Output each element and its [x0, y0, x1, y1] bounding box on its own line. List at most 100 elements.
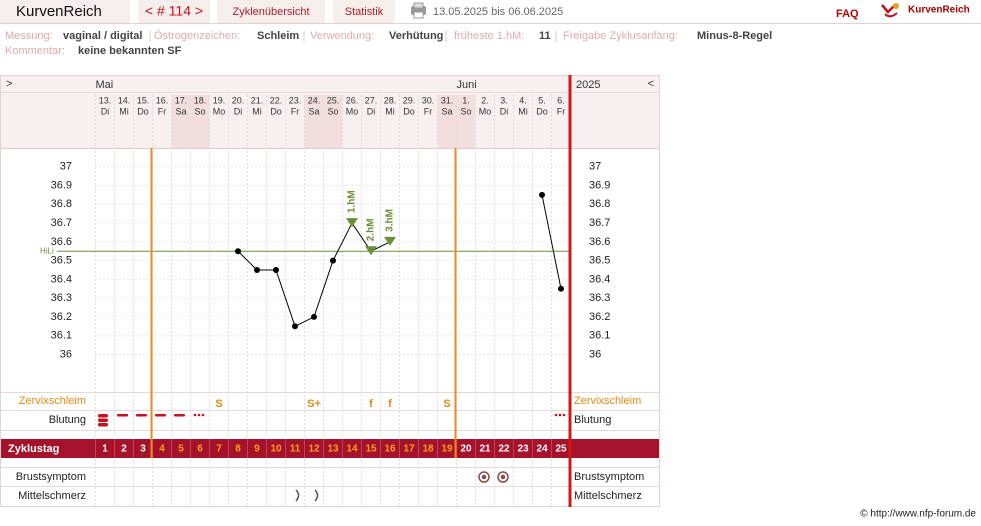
cycle-day: 12 [308, 444, 320, 455]
hm-label: 1.hM [347, 190, 358, 213]
day-label: 6. [557, 95, 565, 105]
cycle-day: 21 [479, 444, 491, 455]
tab-label[interactable]: Statistik [345, 6, 384, 18]
faq-link[interactable]: FAQ [836, 8, 859, 20]
y-tick-label: 36.3 [51, 292, 72, 304]
cycle-day: 3 [140, 444, 146, 455]
cycle-day: 8 [235, 444, 241, 455]
row-label: Brustsymptom [16, 471, 86, 483]
day-label: 28. [384, 95, 397, 105]
temperature-point [558, 285, 564, 292]
hm-label: 3.hM [385, 209, 396, 232]
cycle-day: 25 [555, 444, 567, 455]
day-label: 16. [156, 95, 169, 105]
weekend-shade [171, 95, 191, 148]
tab[interactable] [333, 0, 395, 23]
temperature-point [273, 267, 279, 273]
day-label: 15. [137, 95, 150, 105]
day-label: 24. [308, 95, 321, 105]
bleeding-symbols [98, 413, 566, 427]
breast-symbols [478, 471, 509, 483]
logo-text: KurvenReich [908, 5, 970, 16]
cycle-day: 7 [216, 444, 222, 455]
hm-marker [365, 246, 377, 256]
mucus-code: f [369, 398, 373, 410]
cycle-day: 18 [422, 444, 434, 455]
day-label: 20. [232, 95, 245, 105]
print-icon[interactable] [411, 2, 426, 19]
weekday-label: Di [101, 106, 110, 116]
cycle-nav[interactable]: < # 114 > [145, 3, 203, 19]
weekday-label: Di [500, 106, 509, 116]
y-tick-label: 36.1 [51, 330, 72, 342]
year-label: 2025 [576, 79, 600, 91]
weekend-shade [190, 95, 210, 148]
temperature-point [539, 191, 545, 198]
weekday-label: So [194, 106, 205, 116]
day-label: 23. [289, 95, 302, 105]
weekend-shade [323, 95, 343, 148]
weekday-label: Mi [518, 106, 528, 116]
day-label: 26. [346, 95, 359, 105]
hm-marker [346, 218, 358, 228]
y-tick-label-right: 36.5 [589, 255, 610, 267]
tab[interactable] [217, 0, 325, 23]
cycle-day: 10 [270, 444, 282, 455]
day-label: 31. [441, 95, 454, 105]
cycle-day: 20 [460, 444, 472, 455]
day-label: 27. [365, 95, 378, 105]
day-label: 3. [500, 95, 508, 105]
day-label: 21. [251, 95, 264, 105]
tab-label[interactable]: Zyklenübersicht [232, 6, 309, 18]
row-label-right: Mittelschmerz [574, 490, 642, 502]
nav-next: > [6, 78, 12, 90]
row-label: Mittelschmerz [18, 490, 86, 502]
y-tick-label: 36 [60, 348, 72, 360]
info-value: vaginal / digital [63, 30, 142, 42]
y-tick-label-right: 36.1 [589, 330, 610, 342]
row-label-right: Blutung [574, 414, 611, 426]
cycle-day: 11 [290, 444, 301, 455]
y-tick-label-right: 36.2 [589, 311, 610, 323]
weekday-label: So [327, 106, 338, 116]
cycle-day: 9 [254, 444, 260, 455]
row-label-right: Brustsymptom [574, 471, 644, 483]
footer: © http://www.nfp-forum.de [860, 509, 976, 520]
weekday-label: Mi [385, 106, 395, 116]
hm-label: 2.hM [366, 218, 377, 241]
info-label: Kommentar: [5, 45, 65, 57]
hili-label: HiLi [40, 246, 54, 255]
day-label: 30. [422, 95, 435, 105]
row-label: Zervixschleim [19, 395, 86, 407]
weekday-label: Mo [479, 106, 492, 116]
temperature-point [292, 323, 298, 330]
cycle-day: 23 [517, 444, 529, 455]
info-value: 11 [539, 30, 551, 42]
weekday-label: So [460, 106, 471, 116]
weekday-label: Fr [291, 106, 300, 116]
weekday-label: Do [403, 106, 415, 116]
day-label: 25. [327, 95, 340, 105]
y-tick-label-right: 36 [589, 348, 601, 360]
day-label: 18. [194, 95, 207, 105]
y-tick-label: 36.8 [51, 198, 72, 210]
nav-box[interactable] [138, 0, 210, 23]
info-value: keine bekannten SF [78, 45, 182, 57]
weekday-label: Mi [119, 106, 129, 116]
y-tick-label-right: 36.8 [589, 198, 610, 210]
info-label: früheste 1.hM: [454, 30, 524, 42]
weekday-label: Sa [441, 106, 452, 116]
day-label: 19. [213, 95, 226, 105]
weekday-label: Do [536, 106, 548, 116]
y-tick-label-right: 36.3 [589, 292, 610, 304]
row-label-right: Zervixschleim [574, 395, 641, 407]
weekend-shade [304, 95, 324, 148]
y-tick-label-right: 36.9 [589, 179, 610, 191]
y-tick-label-right: 36.7 [589, 217, 610, 229]
info-value: Verhütung [389, 30, 443, 42]
y-tick-label: 36.7 [51, 217, 72, 229]
day-label: 17. [175, 95, 188, 105]
pain-symbols [295, 489, 319, 502]
cycle-day: 6 [197, 444, 203, 455]
